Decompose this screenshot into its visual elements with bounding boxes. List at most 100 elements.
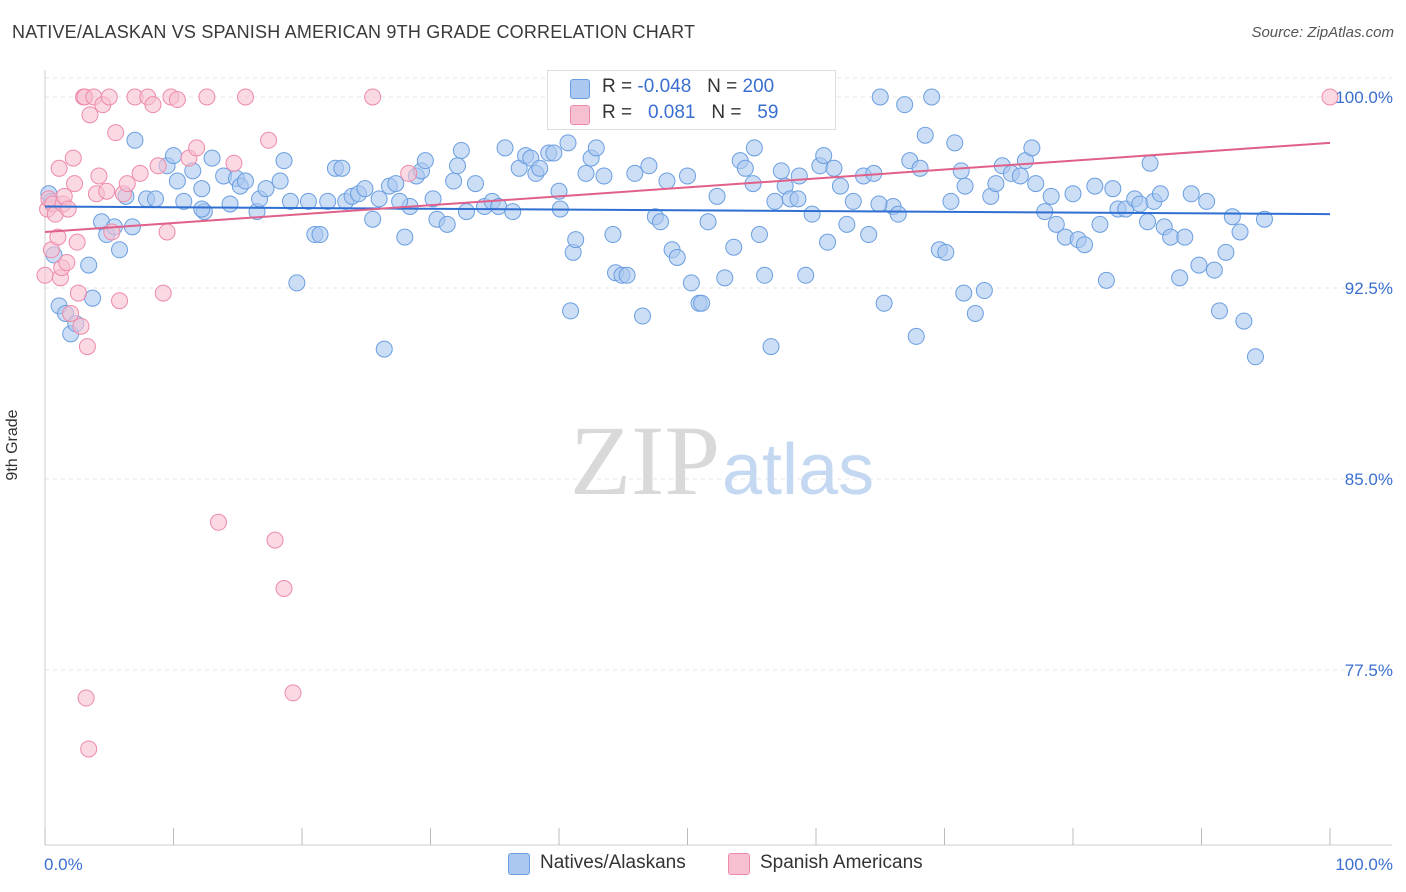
point-natives	[168, 172, 186, 190]
point-spanish	[400, 164, 418, 182]
point-spanish	[68, 233, 86, 251]
point-natives	[693, 294, 711, 312]
y-tick-label: 77.5%	[1345, 661, 1393, 680]
point-natives	[1223, 208, 1241, 226]
point-natives	[370, 190, 388, 208]
point-natives	[281, 192, 299, 210]
point-natives	[708, 187, 726, 205]
point-natives	[626, 164, 644, 182]
point-natives	[1086, 177, 1104, 195]
watermark-zip: ZIP	[570, 405, 720, 516]
point-natives	[375, 340, 393, 358]
point-natives	[545, 144, 563, 162]
point-spanish	[225, 154, 243, 172]
point-natives	[679, 167, 696, 185]
point-spanish	[1321, 88, 1339, 106]
point-natives	[916, 126, 934, 144]
point-natives	[668, 248, 686, 266]
point-spanish	[236, 88, 254, 106]
point-spanish	[149, 157, 167, 175]
bottom-legend-swatch-blue	[508, 853, 530, 875]
y-tick-label: 92.5%	[1345, 279, 1393, 298]
point-natives	[790, 167, 808, 185]
legend-r-label: R =	[602, 76, 633, 97]
point-natives	[975, 282, 993, 300]
point-natives	[745, 139, 763, 157]
point-natives	[448, 157, 466, 175]
point-natives	[871, 88, 889, 106]
point-natives	[870, 195, 888, 213]
stats-legend: R = -0.048 N = 200 R = 0.081 N = 59	[547, 70, 836, 130]
point-natives	[126, 131, 144, 149]
point-natives	[844, 192, 862, 210]
point-natives	[1047, 215, 1065, 233]
point-spanish	[58, 254, 76, 272]
bottom-legend-label-natives: Natives/Alaskans	[540, 852, 686, 873]
point-natives	[466, 175, 484, 193]
point-natives	[1141, 154, 1159, 172]
point-natives	[1131, 195, 1149, 213]
point-spanish	[80, 740, 98, 758]
point-spanish	[50, 159, 68, 177]
point-spanish	[275, 580, 293, 598]
point-natives	[1162, 228, 1180, 246]
point-natives	[504, 203, 522, 221]
point-spanish	[168, 91, 186, 109]
point-natives	[257, 180, 275, 198]
point-natives	[942, 192, 960, 210]
point-natives	[445, 172, 463, 190]
point-natives	[750, 226, 768, 244]
point-natives	[797, 266, 815, 284]
point-spanish	[72, 317, 90, 335]
y-axis-label: 9th Grade	[4, 409, 21, 481]
point-natives	[1104, 180, 1122, 198]
point-natives	[577, 164, 595, 182]
point-natives	[756, 266, 774, 284]
point-natives	[275, 152, 293, 170]
trend-line-natives	[44, 205, 1331, 216]
point-natives	[175, 192, 193, 210]
legend-n-value-spanish: 59	[757, 102, 779, 123]
point-natives	[595, 167, 613, 185]
point-spanish	[90, 167, 108, 185]
point-natives	[457, 203, 475, 221]
point-natives	[1139, 213, 1157, 231]
point-spanish	[266, 531, 284, 549]
point-natives	[825, 159, 843, 177]
point-natives	[1217, 243, 1235, 261]
point-natives	[1027, 175, 1045, 193]
point-natives	[1097, 271, 1115, 289]
point-natives	[165, 147, 182, 165]
source-label: Source: ZipAtlas.com	[1251, 24, 1394, 41]
point-natives	[1076, 236, 1094, 254]
point-spanish	[158, 223, 176, 241]
point-natives	[831, 177, 849, 195]
point-natives	[1205, 261, 1223, 279]
legend-swatch-blue	[570, 79, 590, 99]
point-natives	[1064, 185, 1082, 203]
point-natives	[956, 177, 974, 195]
point-natives	[966, 304, 984, 322]
point-natives	[716, 269, 734, 287]
point-natives	[838, 215, 856, 233]
point-spanish	[154, 284, 172, 302]
trend-lines	[44, 141, 1331, 233]
point-spanish	[98, 182, 116, 200]
point-natives	[1231, 223, 1249, 241]
point-natives	[299, 192, 317, 210]
point-natives	[364, 210, 382, 228]
point-spanish	[77, 689, 95, 707]
point-natives	[333, 159, 351, 177]
chart-title: NATIVE/ALASKAN VS SPANISH AMERICAN 9TH G…	[12, 22, 696, 42]
point-natives	[819, 233, 837, 251]
point-natives	[1176, 228, 1194, 246]
point-natives	[1151, 185, 1169, 203]
point-natives	[987, 175, 1005, 193]
point-spanish	[100, 88, 118, 106]
point-spanish	[364, 88, 382, 106]
trend-line-spanish	[44, 141, 1331, 233]
grid-lines	[45, 77, 1392, 671]
point-natives	[203, 149, 221, 167]
point-natives	[725, 238, 743, 256]
